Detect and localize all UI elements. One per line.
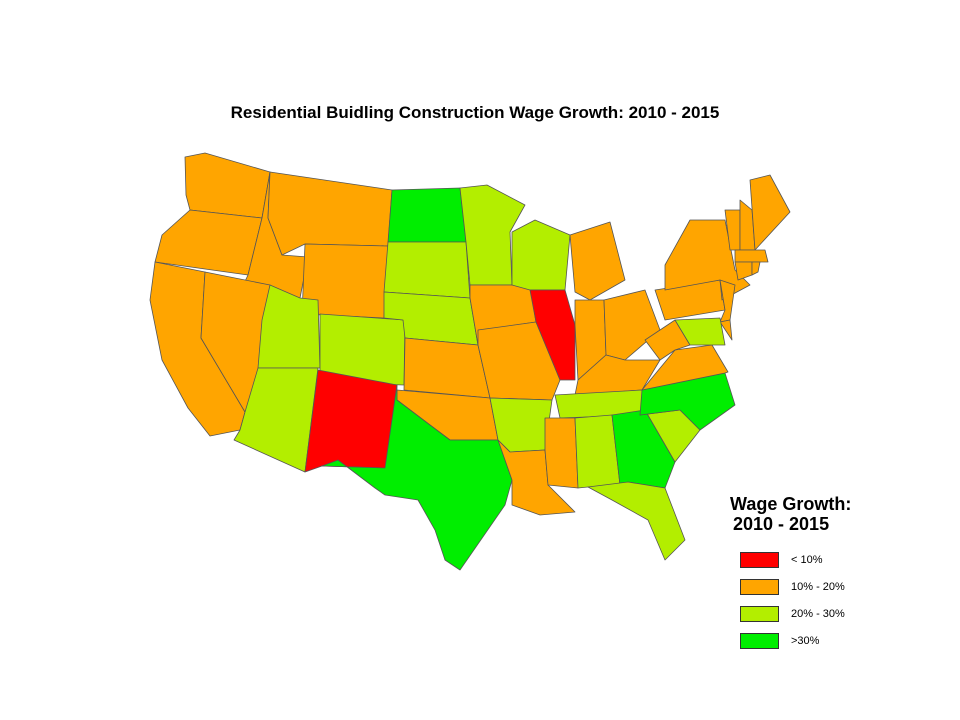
legend-swatch-20-30	[740, 605, 779, 622]
state-az	[233, 367, 319, 473]
state-sd	[383, 241, 471, 299]
state-ct	[734, 261, 753, 281]
legend-label-over-30: >30%	[791, 634, 820, 647]
state-ms	[544, 417, 579, 489]
state-nm	[304, 369, 398, 473]
state-mi	[569, 221, 626, 301]
state-nd	[387, 187, 467, 243]
state-va	[641, 344, 729, 391]
legend-title: Wage Growth: 2010 - 2015	[730, 494, 940, 534]
legend-swatch-under-10	[740, 551, 779, 568]
legend-item-over-30: >30%	[740, 627, 940, 654]
state-ri	[751, 261, 761, 276]
state-de	[719, 319, 733, 341]
legend-title-line-2: 2010 - 2015	[733, 514, 830, 534]
state-oh	[603, 289, 661, 361]
legend-title-line-1: Wage Growth:	[730, 494, 852, 514]
legend-item-20-30: 20% - 30%	[740, 600, 940, 627]
legend-item-10-20: 10% - 20%	[740, 573, 940, 600]
state-wv	[644, 319, 691, 361]
state-or	[154, 209, 263, 276]
map-title: Residential Buidling Construction Wage G…	[230, 103, 720, 122]
legend-swatch-over-30	[740, 632, 779, 649]
state-md	[674, 317, 726, 346]
legend-item-under-10: < 10%	[740, 546, 940, 573]
legend-swatch-10-20	[740, 578, 779, 595]
legend-label-under-10: < 10%	[791, 553, 823, 566]
legend-label-20-30: 20% - 30%	[791, 607, 845, 620]
state-la	[497, 439, 576, 516]
state-fl	[587, 481, 686, 561]
state-ma	[734, 249, 769, 263]
legend: Wage Growth: 2010 - 2015 < 10% 10% - 20%…	[730, 494, 940, 654]
legend-label-10-20: 10% - 20%	[791, 580, 845, 593]
state-wa	[184, 152, 271, 219]
state-tx	[321, 384, 513, 571]
state-wi	[511, 219, 571, 291]
state-me	[749, 174, 791, 251]
state-ks	[403, 337, 491, 399]
state-mn	[459, 184, 526, 286]
legend-items: < 10% 10% - 20% 20% - 30% >30%	[730, 546, 940, 654]
state-mt	[267, 171, 393, 256]
state-il	[529, 289, 576, 381]
